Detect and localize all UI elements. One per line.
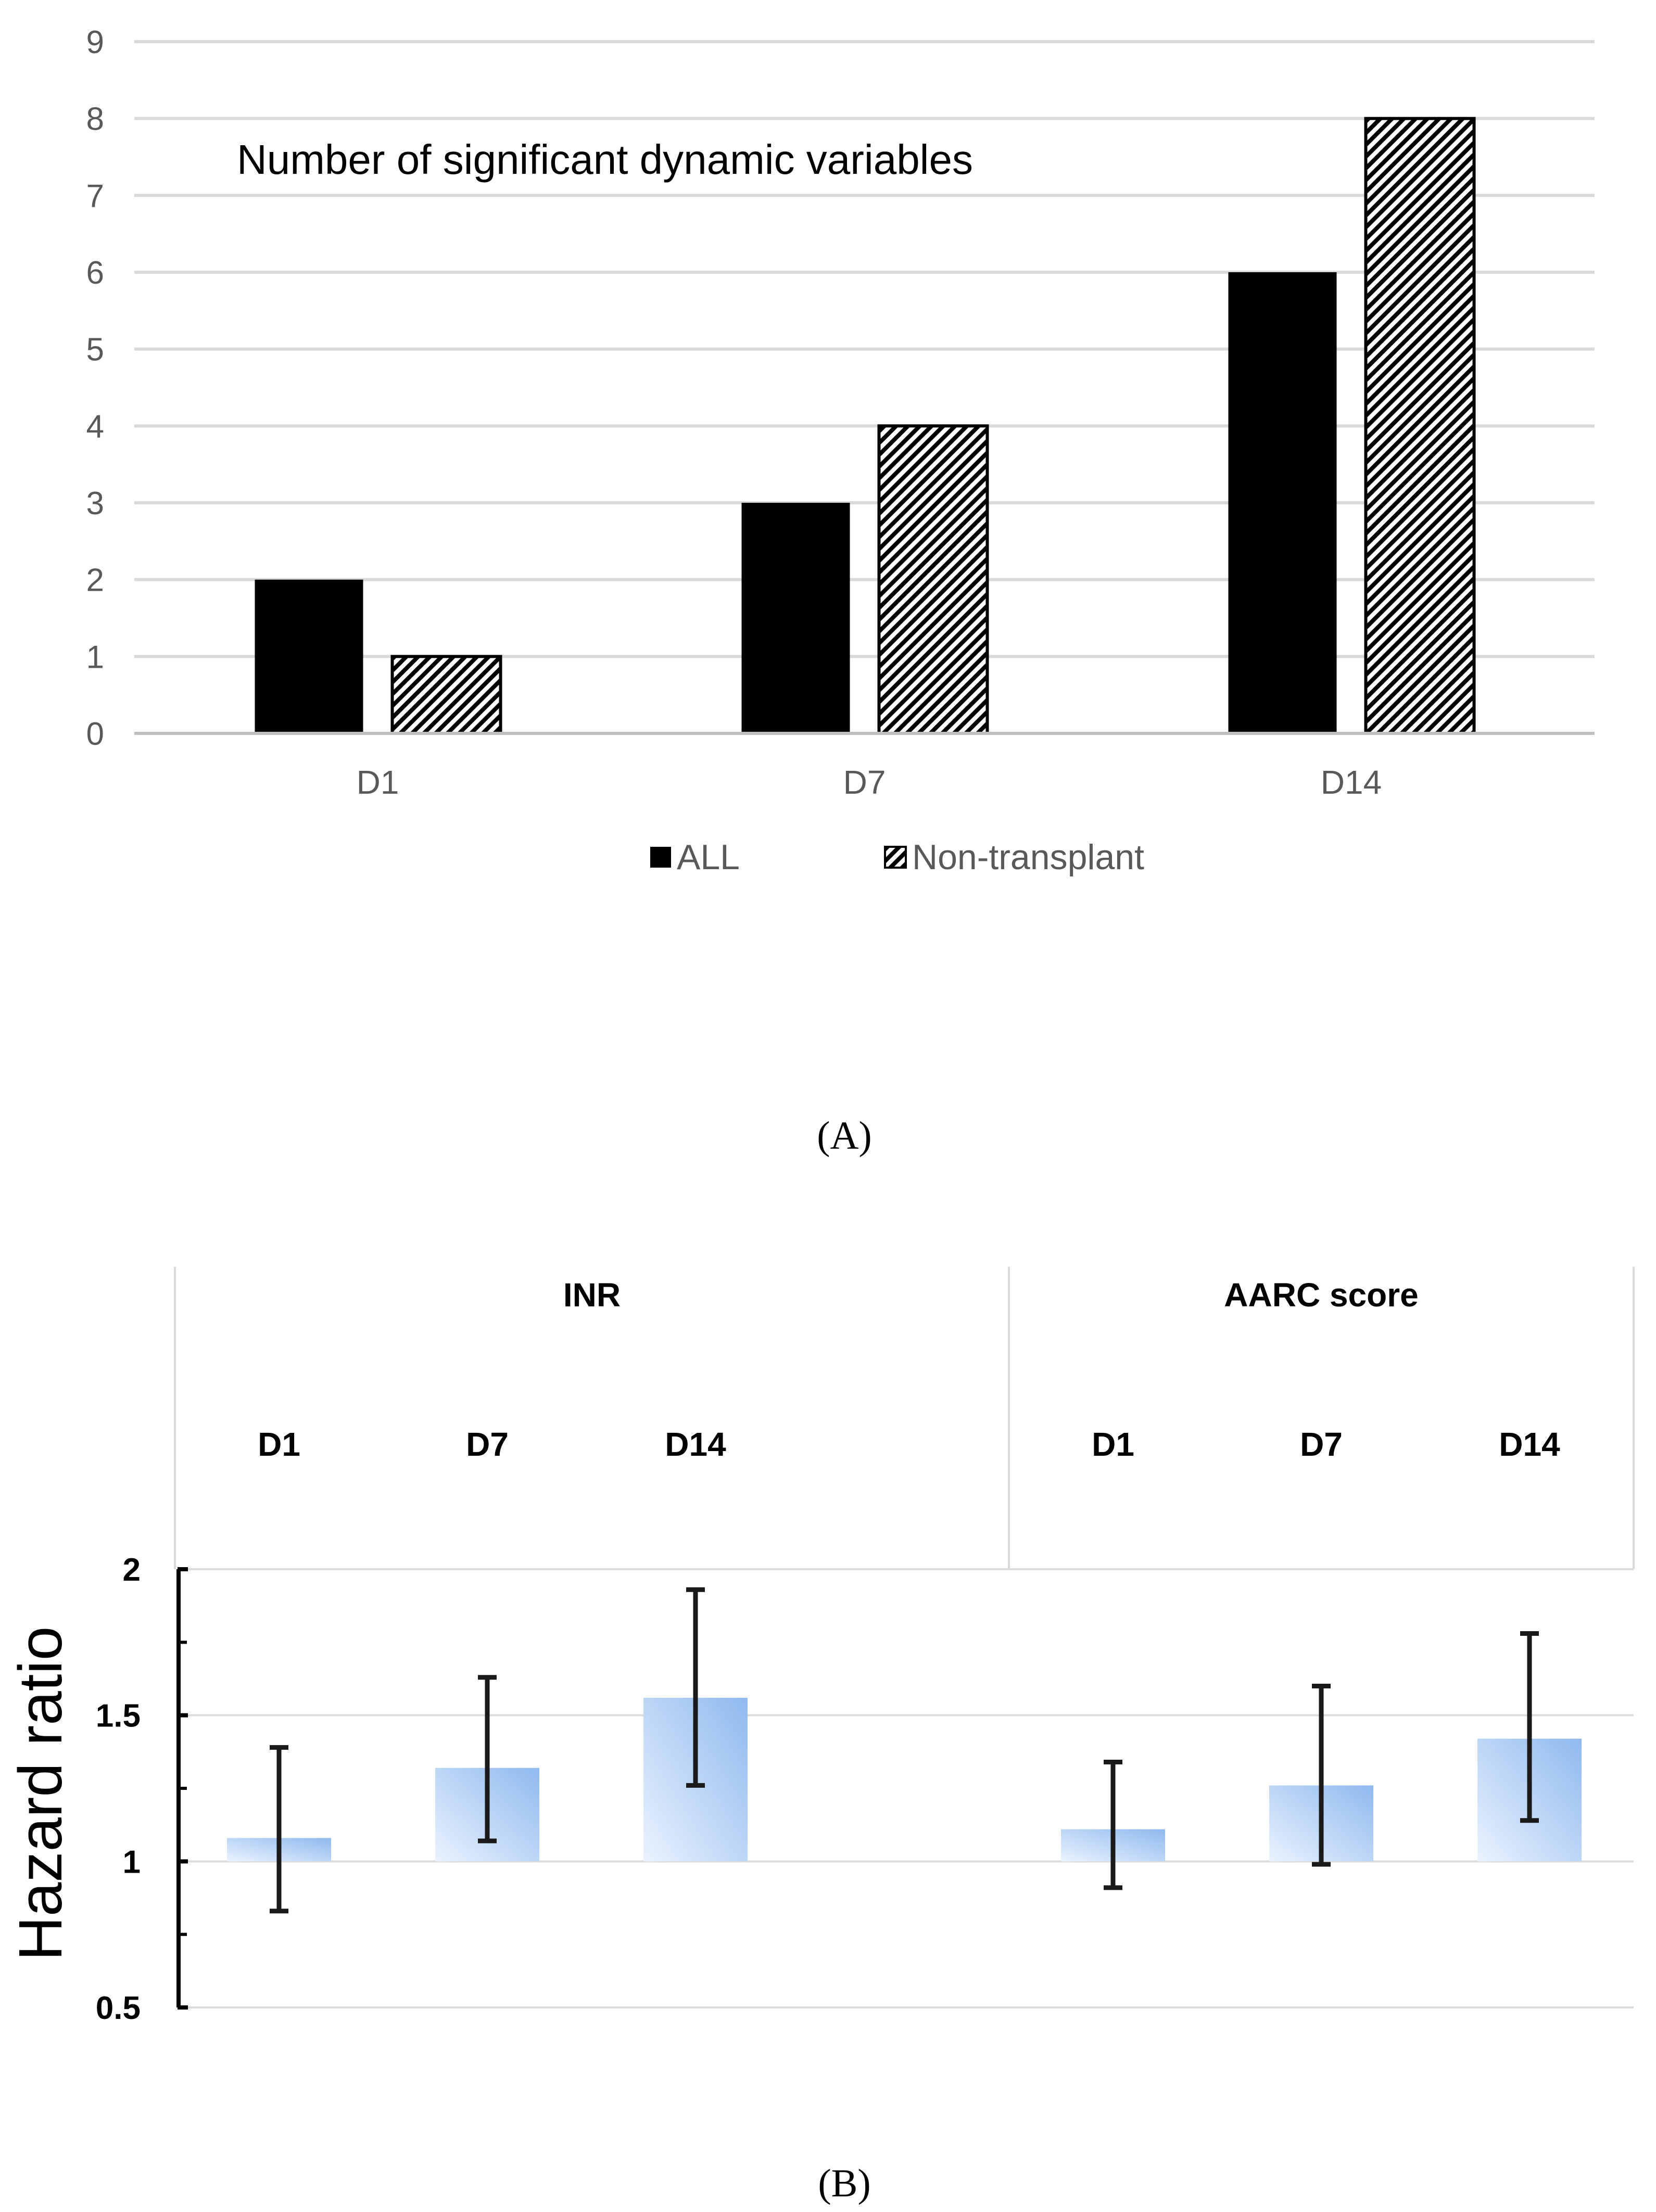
- group-headers-b: INR AARC score: [563, 1276, 1419, 1314]
- panel-label-b: (B): [818, 2162, 870, 2205]
- group-header-inr: INR: [563, 1276, 621, 1314]
- error-bar-aarc-score-d1: [1104, 1759, 1122, 1890]
- y-tick-label-a: 2: [86, 563, 104, 599]
- y-axis-tick-marks-b: [178, 1567, 188, 2010]
- y-tick-label-a: 4: [86, 409, 104, 444]
- chart-title-a: Number of significant dynamic variables: [237, 136, 973, 183]
- hazard-ratio-chart: INR AARC score D1 D7 D14 D1 D7 D14 0.5 1 1.5 2 Ha…: [6, 1267, 1635, 2026]
- category-header-b: D7: [466, 1426, 509, 1463]
- error-bar-aarc-score-d14: [1520, 1631, 1539, 1823]
- category-headers-b: D1 D7 D14 D1 D7 D14: [258, 1426, 1560, 1463]
- gridlines-a: [134, 40, 1595, 658]
- y-tick-label-b: 2: [123, 1552, 141, 1588]
- error-bar-aarc-score-d7: [1312, 1684, 1331, 1867]
- bars-a: [255, 117, 1476, 735]
- x-axis-categories-a: D1 D7 D14: [357, 764, 1382, 801]
- y-tick-label-b: 1.5: [96, 1698, 141, 1734]
- y-tick-label-a: 1: [86, 639, 104, 675]
- group-header-aarc-score: AARC score: [1224, 1276, 1418, 1314]
- y-tick-label-a: 7: [86, 178, 104, 214]
- bar-all-d14: [1228, 272, 1337, 733]
- bar-non-transplant-d1: [390, 655, 502, 735]
- error-bar-inr-d14: [686, 1587, 705, 1788]
- y-tick-label-b: 1: [123, 1844, 141, 1880]
- bar-all-d1: [255, 579, 363, 733]
- legend-label-non-transplant: Non-transplant: [912, 837, 1144, 877]
- y-tick-label-a: 9: [86, 24, 104, 60]
- legend-a: ALL Non-transplant: [650, 837, 1144, 877]
- bar-all-d7: [741, 503, 850, 733]
- legend-swatch-non-transplant: [884, 846, 907, 869]
- gridlines-b: [179, 1568, 1634, 2008]
- bars-b: [227, 1697, 1582, 1862]
- y-axis-label-b: Hazard ratio: [6, 1626, 75, 1961]
- category-header-b: D1: [1092, 1426, 1134, 1463]
- y-tick-label-a: 3: [86, 486, 104, 522]
- y-tick-label-b: 0.5: [96, 1990, 141, 2026]
- y-tick-label-a: 5: [86, 332, 104, 368]
- error-bar-inr-d7: [478, 1675, 497, 1844]
- x-category-label-a: D7: [843, 764, 886, 801]
- legend-label-all: ALL: [677, 837, 740, 877]
- error-bars-b: [270, 1587, 1539, 1914]
- y-axis-ticks-b: 0.5 1 1.5 2: [96, 1552, 141, 2026]
- x-category-label-a: D1: [357, 764, 399, 801]
- x-category-label-a: D14: [1321, 764, 1382, 801]
- error-bar-inr-d1: [270, 1745, 288, 1914]
- bar-chart-significant-variables: 0 1 2 3 4 5 6 7 8 9 D1 D7 D14 Number of significant…: [86, 24, 1595, 877]
- y-tick-label-a: 0: [86, 716, 104, 752]
- panel-label-a: (A): [817, 1114, 872, 1158]
- category-header-b: D7: [1300, 1426, 1343, 1463]
- category-header-b: D14: [665, 1426, 726, 1463]
- legend-swatch-all: [650, 847, 671, 868]
- category-header-b: D14: [1499, 1426, 1560, 1463]
- bar-non-transplant-d7: [877, 424, 989, 735]
- y-tick-label-a: 8: [86, 101, 104, 137]
- y-tick-label-a: 6: [86, 255, 104, 291]
- y-axis-ticks-a: 0 1 2 3 4 5 6 7 8 9: [86, 24, 104, 752]
- category-header-b: D1: [258, 1426, 300, 1463]
- bar-non-transplant-d14: [1364, 117, 1476, 735]
